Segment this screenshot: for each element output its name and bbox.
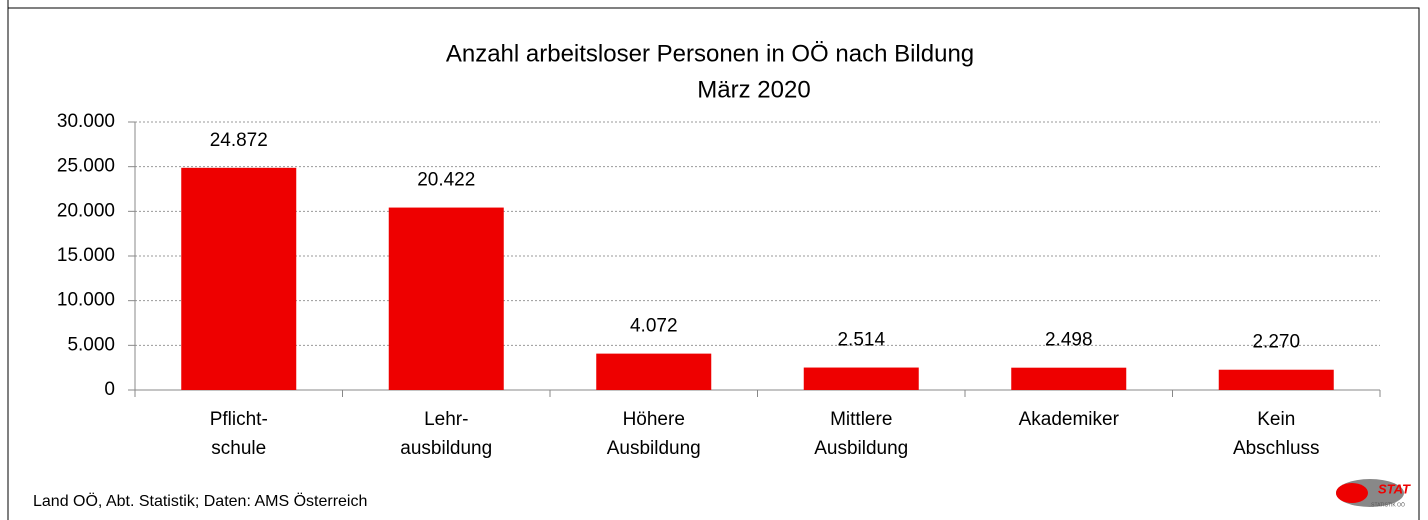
x-tick-label: Höhere Ausbildung bbox=[607, 409, 701, 459]
x-tick-label: Kein Abschluss bbox=[1233, 409, 1320, 459]
source-note: Land OÖ, Abt. Statistik; Daten: AMS Öste… bbox=[33, 492, 367, 510]
y-tick-label: 5.000 bbox=[67, 334, 115, 355]
y-tick-label: 15.000 bbox=[57, 245, 115, 266]
x-tick-label-line: Ausbildung bbox=[607, 438, 701, 459]
x-tick-label-line: Abschluss bbox=[1233, 438, 1320, 459]
chart-title: Anzahl arbeitsloser Personen in OÖ nach … bbox=[446, 40, 974, 67]
x-tick-label-line: Lehr- bbox=[424, 409, 468, 430]
x-tick-label: Mittlere Ausbildung bbox=[814, 409, 908, 459]
chart-subtitle: März 2020 bbox=[697, 76, 810, 103]
logo-text: STAT bbox=[1378, 481, 1411, 496]
y-tick-label: 20.000 bbox=[57, 200, 115, 221]
data-label: 20.422 bbox=[417, 170, 475, 191]
data-label: 2.270 bbox=[1252, 332, 1300, 353]
data-label: 2.498 bbox=[1045, 330, 1093, 351]
data-label: 2.514 bbox=[837, 330, 885, 351]
logo-shape bbox=[1336, 483, 1368, 503]
bar bbox=[1011, 367, 1127, 390]
y-tick-label: 10.000 bbox=[57, 290, 115, 311]
data-label: 4.072 bbox=[630, 316, 678, 337]
y-tick-label: 25.000 bbox=[57, 156, 115, 177]
y-tick-label: 30.000 bbox=[57, 111, 115, 132]
data-label: 24.872 bbox=[210, 130, 268, 151]
bar bbox=[596, 353, 712, 390]
bar bbox=[181, 167, 297, 390]
x-tick-label: Lehr-ausbildung bbox=[400, 409, 492, 459]
bar bbox=[1218, 369, 1334, 390]
x-tick-label: Akademiker bbox=[1019, 409, 1120, 430]
y-tick-label: 0 bbox=[104, 379, 115, 400]
x-tick-label-line: Mittlere bbox=[830, 409, 892, 430]
x-tick-label-line: schule bbox=[211, 438, 266, 459]
x-tick-label-line: Ausbildung bbox=[814, 438, 908, 459]
x-tick-label-line: Pflicht- bbox=[210, 409, 268, 430]
x-tick-label: Pflicht-schule bbox=[210, 409, 268, 459]
x-tick-label-line: Höhere bbox=[623, 409, 685, 430]
bar bbox=[803, 367, 919, 390]
logo-subtext: STATISTIK OÖ bbox=[1371, 501, 1405, 508]
bar bbox=[388, 207, 504, 390]
x-tick-label-line: Kein bbox=[1257, 409, 1295, 430]
x-tick-label-line: Akademiker bbox=[1019, 409, 1120, 430]
logo: STAT STATISTIK OÖ bbox=[1336, 479, 1411, 508]
x-tick-label-line: ausbildung bbox=[400, 438, 492, 459]
